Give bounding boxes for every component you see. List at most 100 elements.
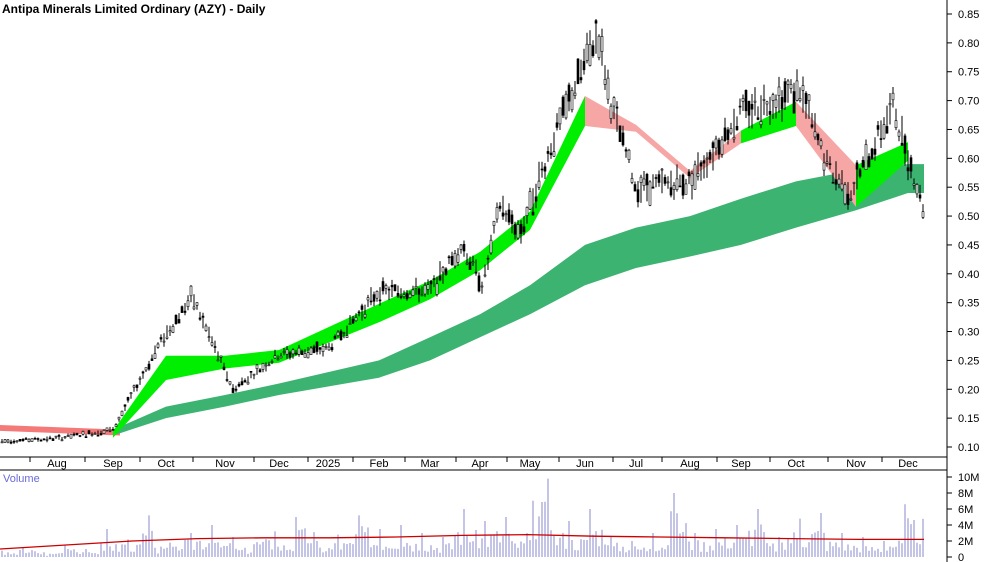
short-band-segment (113, 355, 166, 438)
price-bar (36, 437, 40, 442)
price-bar (615, 101, 619, 132)
price-bar (714, 135, 718, 156)
price-bar (459, 244, 463, 254)
price-bar-body (573, 92, 577, 96)
price-bar-body (522, 226, 526, 233)
price-bar (252, 373, 256, 380)
price-bar (825, 149, 829, 167)
price-bar-body (615, 106, 619, 109)
price-bar (873, 137, 877, 161)
price-bar (0, 439, 4, 444)
y-tick-label: 0.75 (958, 67, 979, 79)
price-bar-body (648, 181, 652, 206)
price-bar (501, 195, 505, 220)
price-bar (894, 108, 898, 131)
price-bar (909, 154, 913, 179)
price-bar (918, 184, 922, 202)
price-bar-body (192, 306, 196, 310)
price-bar-body (861, 160, 865, 168)
price-bar-body (687, 171, 691, 177)
price-bar (807, 94, 811, 119)
x-tick-label: Sep (103, 458, 123, 470)
price-bar (240, 377, 244, 386)
price-bar (576, 58, 580, 85)
price-bar (153, 345, 157, 359)
price-bar (339, 329, 343, 341)
price-bar-body (12, 440, 16, 443)
price-bar-body (120, 410, 124, 416)
price-bar (453, 250, 457, 269)
price-bar (168, 325, 172, 336)
price-bar-body (882, 124, 886, 139)
price-bar (579, 59, 583, 84)
price-bar-body (258, 369, 262, 373)
price-bar-body (834, 179, 838, 185)
price-bar (654, 174, 658, 188)
price-bar (144, 367, 148, 372)
price-bar (201, 312, 205, 329)
price-bar (732, 108, 736, 143)
price-bar (723, 117, 727, 143)
x-tick-label: Aug (47, 458, 67, 470)
price-bar-body (780, 97, 784, 110)
price-bar (477, 272, 481, 293)
price-bar-body (408, 293, 412, 299)
price-bar (237, 381, 241, 388)
price-bar (417, 287, 421, 303)
price-bar (876, 121, 880, 137)
price-bar (474, 259, 478, 276)
price-bar-body (678, 185, 682, 188)
price-bar-body (243, 380, 247, 383)
price-bar (879, 120, 883, 148)
price-bar (858, 167, 862, 179)
price-bar-body (384, 285, 388, 289)
price-bar-body (252, 373, 256, 376)
price-bar-body (864, 144, 868, 171)
price-bar-body (660, 168, 664, 171)
price-bar (60, 437, 64, 442)
price-bar (564, 90, 568, 120)
price-bar (18, 438, 22, 442)
price-bar-body (123, 404, 127, 407)
price-bar (600, 28, 604, 66)
price-bar-body (195, 302, 199, 306)
price-bar (471, 255, 475, 266)
price-bar (885, 105, 889, 134)
price-bar-body (753, 100, 757, 103)
price-bar-body (381, 281, 385, 292)
price-bar-body (495, 207, 499, 220)
price-bar-body (717, 139, 721, 155)
price-bar-body (540, 168, 544, 171)
price-bar (630, 172, 634, 185)
price-bar-body (756, 117, 760, 120)
price-bar-body (345, 335, 349, 338)
price-bar-body (558, 107, 562, 125)
x-tick-label: Oct (787, 458, 804, 470)
price-bar-body (549, 152, 553, 156)
price-bar-body (72, 433, 76, 436)
price-bar-body (645, 174, 649, 186)
price-bar (435, 276, 439, 297)
price-bar-body (609, 105, 613, 119)
price-bar (429, 280, 433, 294)
price-bar-body (216, 359, 220, 362)
price-bar (519, 220, 523, 244)
price-bar (372, 291, 376, 307)
price-bar-body (474, 271, 478, 274)
short-band-segment (796, 101, 856, 207)
price-bar (207, 326, 211, 342)
price-bar (450, 251, 454, 267)
price-bar-body (132, 385, 136, 388)
price-bar-body (852, 182, 856, 184)
price-bar (462, 240, 466, 257)
price-bar-body (171, 326, 175, 333)
price-bar-body (303, 353, 307, 358)
price-bar-body (81, 431, 85, 435)
price-bar-body (822, 162, 826, 171)
price-bar-body (90, 434, 94, 436)
price-bar (765, 100, 769, 116)
price-bar (504, 210, 508, 222)
price-bar (288, 350, 292, 360)
price-bar (78, 434, 82, 438)
price-bar (33, 436, 37, 440)
